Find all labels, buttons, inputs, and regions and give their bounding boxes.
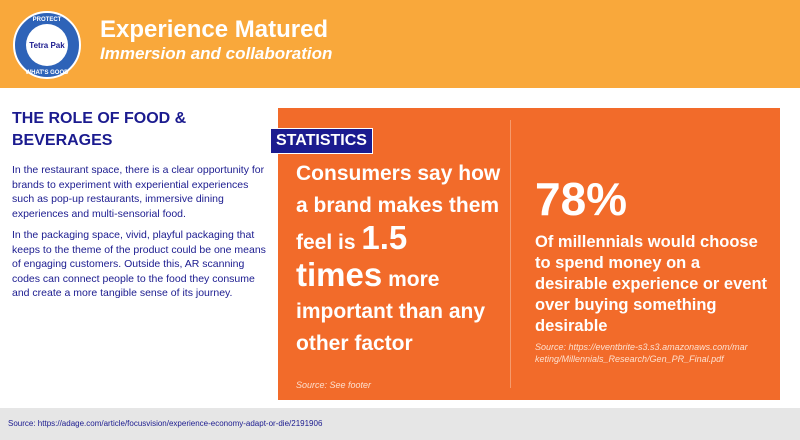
source: Source: https://eventbrite-s3.s3.amazona… (535, 342, 748, 364)
stat-figure: 78% (535, 173, 628, 225)
stat: Consumers say how a brand makes them fee… (296, 158, 501, 360)
footer-source: Source: https://adage.com/article/focusv… (8, 419, 323, 428)
subtitle: Immersion and collaboration (100, 44, 333, 63)
paragraph: In the restaurant space, there is a clea… (12, 164, 265, 220)
stat-box (278, 108, 780, 400)
source: Source: See footer (296, 380, 372, 390)
stat-highlight: 1.5 times (296, 219, 408, 293)
logo-bottom: WHAT'S GOOD (26, 70, 70, 76)
stat-text: more important than any other factor (296, 268, 486, 355)
stat-label: STATISTICS (270, 128, 373, 154)
logo-core (26, 24, 68, 66)
logo: PROTECT Tetra Pak WHAT'S GOOD (13, 11, 81, 79)
title: Experience Matured (100, 16, 329, 43)
section-heading: THE ROLE OF FOOD & BEVERAGES (12, 110, 187, 149)
footer: Source: https://adage.com/article/focusv… (0, 408, 800, 440)
stat-text: is (338, 231, 356, 254)
stat-text: Of millennials would choose to spend mon… (535, 233, 768, 335)
paragraph: In the packaging space, vivid, playful p… (12, 229, 266, 299)
header: PROTECT Tetra Pak WHAT'S GOOD Experience… (0, 0, 800, 88)
logo-top: PROTECT (33, 17, 62, 23)
divider (510, 120, 511, 388)
stat-text: Consumers say how a brand makes them fee… (296, 162, 501, 254)
logo-brand: Tetra Pak (29, 41, 65, 50)
